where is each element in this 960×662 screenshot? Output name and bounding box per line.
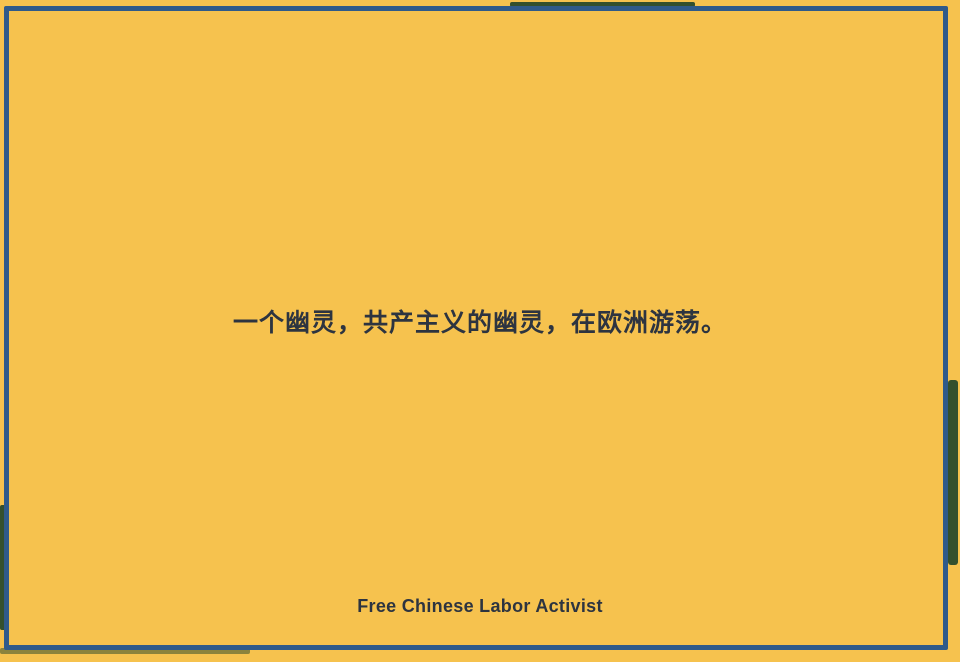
decorative-stroke-left <box>0 505 6 630</box>
decorative-stroke-bottom <box>0 648 250 654</box>
decorative-stroke-right <box>948 380 958 565</box>
card-frame <box>4 6 948 650</box>
author-credit: Free Chinese Labor Activist <box>357 596 603 616</box>
decorative-stroke-top <box>510 2 695 7</box>
quote-headline: 一个幽灵，共产主义的幽灵，在欧洲游荡。 <box>232 308 727 337</box>
